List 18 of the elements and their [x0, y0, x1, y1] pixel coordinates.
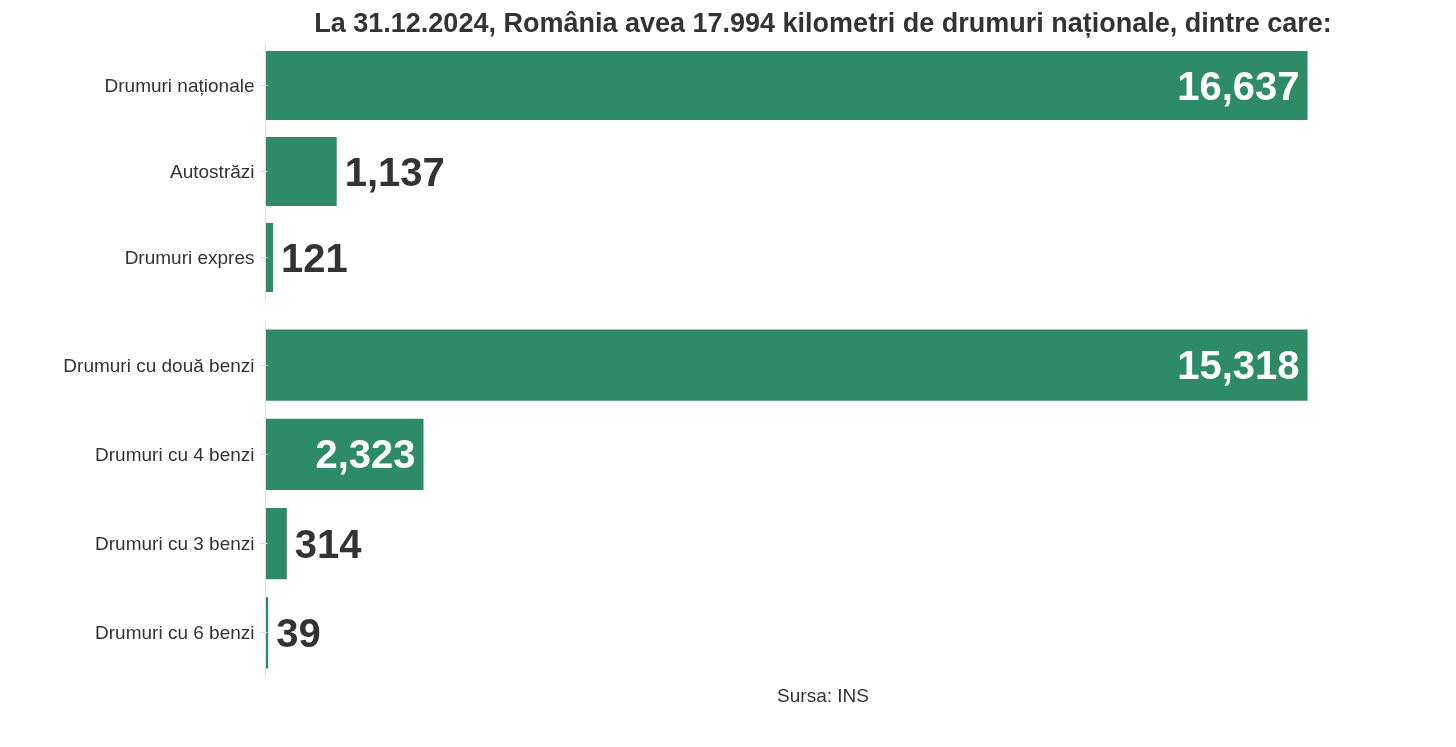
y-tick-label: Drumuri cu două benzi	[63, 354, 255, 376]
y-tick-label: Autostrăzi	[170, 161, 255, 182]
text: Sursa: INS	[777, 684, 869, 706]
y-tick-label: Drumuri cu 4 benzi	[95, 443, 255, 465]
bar	[265, 329, 1308, 401]
data-label: 2,323	[315, 432, 416, 477]
bar	[265, 507, 287, 580]
data-label: 39	[276, 610, 321, 655]
y-tick-label: Drumuri cu 6 benzi	[95, 622, 255, 644]
data-label: 121	[281, 235, 348, 280]
data-label: 1,137	[344, 149, 445, 194]
y-tick-label: Drumuri cu 3 benzi	[95, 533, 255, 555]
data-label: 15,318	[1177, 343, 1300, 388]
y-tick-label: Drumuri expres	[124, 247, 255, 268]
y-tick-label: Drumuri naționale	[104, 75, 255, 96]
data-label: 16,637	[1177, 63, 1300, 108]
chart-title: La 31.12.2024, România avea 17.994 kilometri de drumuri naționale, dintre care:	[314, 7, 1332, 38]
data-label: 314	[294, 521, 363, 566]
